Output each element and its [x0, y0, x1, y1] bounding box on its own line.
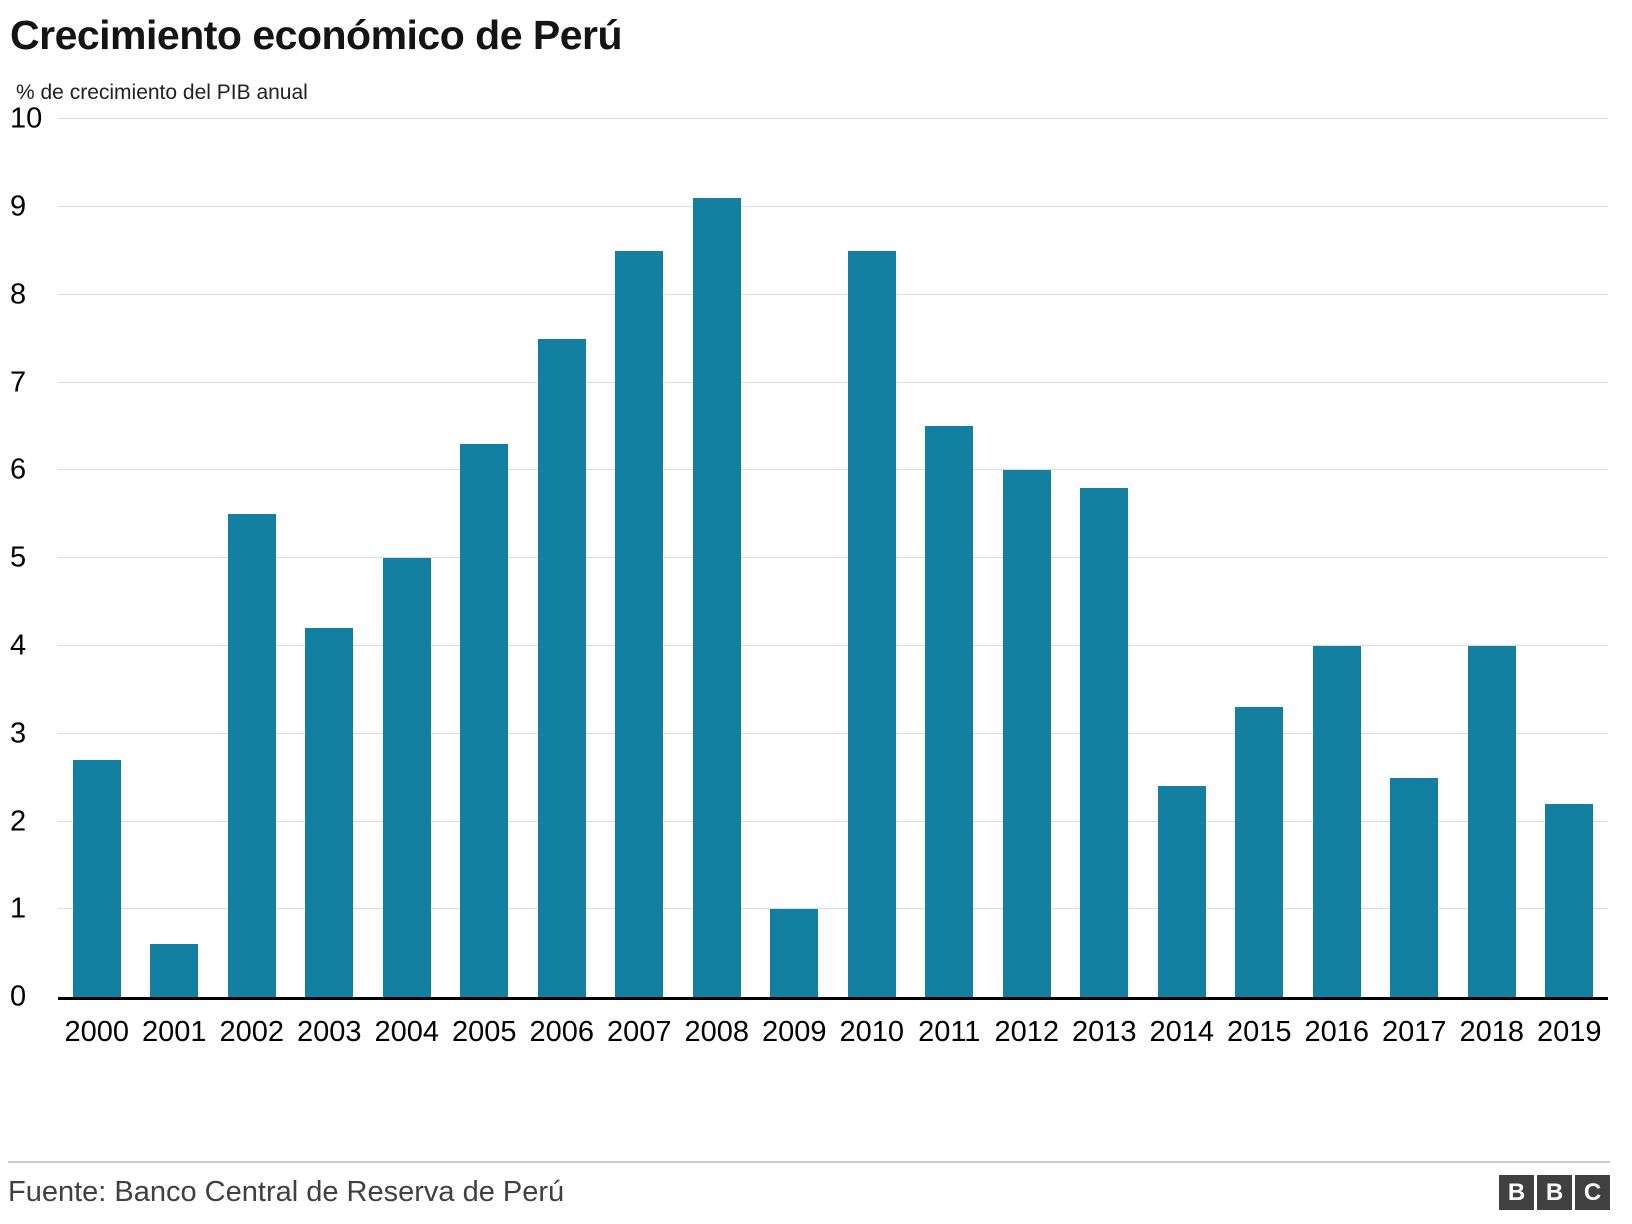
y-tick-label: 8 — [10, 278, 27, 311]
x-tick-label: 2010 — [839, 1016, 904, 1049]
bar-slot — [833, 119, 911, 998]
bar-slot — [756, 119, 834, 998]
y-tick-label: 5 — [10, 541, 27, 574]
y-tick-label: 9 — [10, 190, 27, 223]
bar-slot — [1221, 119, 1299, 998]
x-tick-label: 2012 — [994, 1016, 1059, 1049]
gridline — [58, 644, 1608, 646]
x-tick-label: 2017 — [1381, 1016, 1447, 1049]
y-tick-label: 6 — [10, 453, 27, 486]
bar-2000 — [72, 760, 121, 998]
x-tick-label: 2019 — [1536, 1016, 1602, 1049]
bar-2009 — [770, 909, 819, 998]
gridline — [58, 557, 1608, 559]
bar-slot — [678, 119, 756, 998]
bar-2015 — [1235, 707, 1284, 998]
bar-slot — [911, 119, 989, 998]
x-tick-label: 2008 — [684, 1016, 749, 1049]
x-tick-label: 2005 — [451, 1016, 517, 1049]
x-tick-label: 2001 — [141, 1016, 207, 1049]
bar-2014 — [1157, 786, 1206, 998]
bar-slot — [523, 119, 601, 998]
y-tick-label: 3 — [10, 717, 27, 750]
bbc-logo: B B C — [1499, 1175, 1610, 1210]
chart-title: Crecimiento económico de Perú — [10, 12, 623, 58]
gridline — [58, 205, 1608, 207]
bar-slot — [446, 119, 524, 998]
gridline — [58, 908, 1608, 910]
bar-slot — [1143, 119, 1221, 998]
bar-2012 — [1002, 470, 1051, 998]
bar-slot — [291, 119, 369, 998]
bar-slot — [1531, 119, 1609, 998]
bar-slot — [988, 119, 1066, 998]
x-tick-label: 2011 — [918, 1016, 981, 1049]
gridline — [58, 732, 1608, 734]
gridline — [58, 118, 1608, 120]
bar-2005 — [460, 444, 509, 998]
bar-slot — [368, 119, 446, 998]
x-tick-label: 2007 — [606, 1016, 672, 1049]
x-tick-label: 2013 — [1071, 1016, 1137, 1049]
bar-2003 — [305, 628, 354, 998]
bar-slot — [1066, 119, 1144, 998]
bar-2016 — [1312, 645, 1361, 998]
x-tick-label: 2009 — [761, 1016, 827, 1049]
bar-slot — [1453, 119, 1531, 998]
bar-slot — [1376, 119, 1454, 998]
chart-subtitle: % de crecimiento del PIB anual — [16, 81, 308, 105]
bar-2006 — [537, 338, 586, 998]
bar-2002 — [227, 514, 276, 998]
bar-slot — [601, 119, 679, 998]
bar-2008 — [692, 198, 741, 998]
source-text: Fuente: Banco Central de Reserva de Perú — [8, 1176, 565, 1208]
footer: Fuente: Banco Central de Reserva de Perú… — [8, 1161, 1610, 1210]
gridline — [58, 381, 1608, 383]
y-tick-label: 1 — [10, 892, 27, 925]
x-axis-labels: 2000 2001 2002 2003 2004 2005 2006 2007 2008 2009… — [58, 1000, 1608, 1049]
bar-slot — [136, 119, 214, 998]
bbc-logo-letter: C — [1575, 1175, 1610, 1210]
bbc-logo-letter: B — [1537, 1175, 1572, 1210]
y-tick-label: 2 — [10, 805, 27, 838]
bars-container — [58, 119, 1609, 998]
y-tick-label: 0 — [10, 980, 27, 1013]
x-tick-label: 2006 — [529, 1016, 594, 1049]
x-tick-label: 2002 — [219, 1016, 284, 1049]
bar-2019 — [1545, 803, 1594, 998]
bar-slot — [213, 119, 291, 998]
x-tick-label: 2018 — [1459, 1016, 1524, 1049]
bar-2001 — [150, 944, 199, 998]
x-tick-label: 2000 — [64, 1016, 129, 1049]
plot-area: 0 1 2 3 4 5 6 7 8 9 10 — [10, 104, 1609, 1011]
y-tick-label: 4 — [10, 629, 27, 662]
bar-2011 — [925, 426, 974, 998]
bar-2013 — [1080, 487, 1129, 998]
bar-2007 — [615, 250, 664, 998]
bar-slot — [1298, 119, 1376, 998]
x-tick-label: 2014 — [1149, 1016, 1214, 1049]
gridline — [58, 820, 1608, 822]
gridline — [58, 293, 1608, 295]
bar-2010 — [847, 250, 896, 998]
gridline — [58, 469, 1608, 471]
bar-2004 — [382, 558, 431, 998]
y-tick-label: 10 — [10, 102, 43, 135]
bar-2018 — [1467, 645, 1516, 998]
y-tick-label: 7 — [10, 366, 27, 399]
bar-slot — [58, 119, 136, 998]
x-tick-label: 2003 — [296, 1016, 362, 1049]
bar-2017 — [1390, 777, 1439, 998]
x-tick-label: 2016 — [1304, 1016, 1369, 1049]
bbc-logo-letter: B — [1499, 1175, 1534, 1210]
x-tick-label: 2004 — [374, 1016, 439, 1049]
x-tick-label: 2015 — [1226, 1016, 1292, 1049]
